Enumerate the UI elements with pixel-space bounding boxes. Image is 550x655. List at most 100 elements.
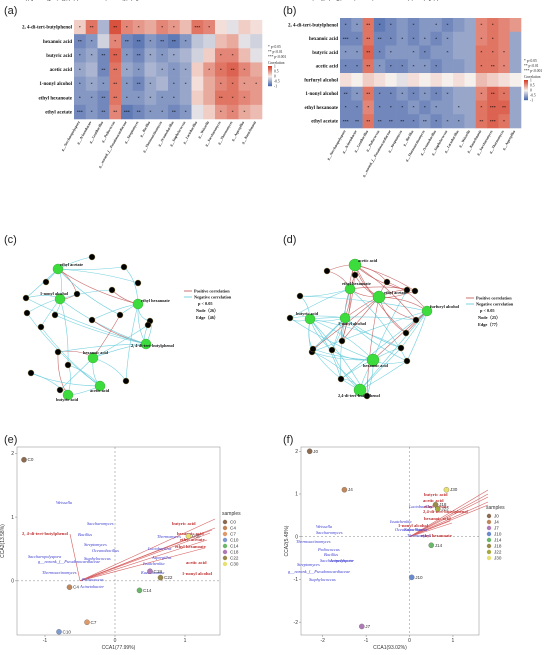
heatmap-b-sig-mark: **	[491, 91, 495, 96]
heatmap-a-sig-mark: ***	[124, 110, 130, 115]
heatmap-a-cell	[74, 48, 87, 63]
genus-label: Thermomyces	[407, 533, 431, 538]
heatmap-a-sig-mark: **	[231, 67, 235, 72]
heatmap-b-cell	[509, 31, 522, 46]
samples-legend-label: J14	[494, 538, 502, 543]
heatmap-a-cell	[156, 104, 169, 120]
samples-legend-swatch	[486, 549, 492, 555]
compound-arrow-label: butyric acid	[424, 492, 448, 497]
heatmap-b-cell	[396, 100, 409, 115]
legend-colorbar-segment	[268, 75, 272, 77]
heatmap-a-sig-mark: **	[137, 110, 141, 115]
legend-colorbar-segment	[268, 72, 272, 74]
heatmap-a-sig-mark: **	[137, 53, 141, 58]
x-tick-label: -2	[320, 638, 325, 644]
compound-node-label: hexanoic acid	[83, 350, 109, 355]
heatmap-b-cell	[419, 45, 431, 60]
legend-colorbar-tick: -1	[274, 85, 277, 89]
heatmap-a-cell	[109, 62, 122, 77]
heatmap-a-sig-mark: *	[79, 25, 81, 30]
compound-node	[344, 283, 356, 295]
legend-colorbar-tick: 0	[530, 89, 532, 93]
heatmap-a-sig-mark: **	[101, 96, 105, 101]
genus-label: Kazachstania	[403, 527, 427, 532]
heatmap-a-cell	[179, 48, 192, 63]
heatmap-b-sig-mark: *	[356, 36, 358, 41]
compound-arrow-label: ethyl hexanoate	[175, 544, 206, 549]
heatmap-b-sig-mark: *	[480, 64, 482, 69]
legend-colorbar-tick: 0.5	[530, 84, 535, 88]
compound-node	[421, 305, 433, 317]
genus-node-label: Acinetobacter	[134, 0, 158, 1]
heatmap-b-sig-mark: *	[480, 23, 482, 28]
heatmap-a-cell	[215, 76, 228, 92]
heatmap-a-cell	[132, 20, 145, 35]
genus-label: Pediococcus	[81, 577, 104, 582]
panel-label-b: (b)	[283, 5, 296, 17]
heatmap-a-sig-mark: *	[79, 96, 81, 101]
heatmap-a-cell	[121, 90, 134, 106]
compound-node-label: hexanoic acid	[363, 363, 389, 368]
compound-arrow	[79, 547, 206, 582]
genus-node-label: Thermoactinomyces	[347, 0, 380, 1]
heatmap-b-sig-mark: **	[491, 64, 495, 69]
compound-node	[372, 290, 386, 304]
legend-colorbar-tick: -1	[530, 99, 533, 103]
genus-label: Weissella	[56, 500, 72, 505]
heatmap-b: 2, 4-di-tert-butylphenol hexanoic acid but…	[288, 18, 542, 179]
heatmap-a-cell	[238, 34, 251, 49]
heatmap-b-cell	[441, 86, 454, 101]
heatmap-b-cell	[475, 86, 488, 101]
heatmap-b-sig-mark: **	[389, 119, 393, 124]
heatmap-a-cell	[191, 34, 204, 49]
legend-colorbar-tick: -0.5	[530, 94, 536, 98]
heatmap-b-sig-mark: *	[503, 50, 505, 55]
heatmap-a-cell	[179, 76, 192, 92]
heatmap-b-sig-mark: *	[413, 119, 415, 124]
positive-edge	[57, 268, 139, 305]
genus-node	[403, 286, 411, 294]
heatmap-b-cell	[351, 59, 363, 74]
sample-point-label: C4	[73, 585, 79, 590]
negative-edge	[59, 298, 147, 345]
network-d: Streptomyces Lactobacillus Bacillus Weissel…	[285, 0, 514, 400]
heatmap-a-sig-mark: *	[126, 67, 128, 72]
legend-negative-text: Negative correlation	[194, 295, 232, 300]
heatmap-b-cell	[498, 114, 510, 129]
heatmap-a-sig-mark: *	[173, 96, 175, 101]
legend-colorbar-tick: 1	[274, 65, 276, 69]
heatmap-b-cell	[407, 45, 420, 60]
genus-label: Streptomyces	[297, 562, 320, 567]
negative-edge	[57, 266, 125, 270]
legend-colorbar-tick: 0	[274, 75, 276, 79]
heatmap-b-sig-mark: *	[435, 105, 437, 110]
panel-label-c: (c)	[4, 234, 17, 246]
heatmap-b-cell	[407, 100, 420, 115]
heatmap-a-sig-mark: *	[185, 67, 187, 72]
genus-node-label: Kazachstania	[73, 0, 96, 1]
sample-point-label: J4	[348, 487, 353, 492]
samples-legend-swatch	[222, 531, 228, 537]
heatmap-a-cell	[156, 90, 169, 106]
heatmap-a-cell	[203, 48, 216, 63]
negative-edge	[340, 317, 346, 380]
legend-corr-title: Correlation	[524, 75, 541, 79]
heatmap-b-cell	[464, 100, 477, 115]
genus-node	[54, 348, 62, 356]
heatmap-a-row-label: acetic acid	[50, 68, 73, 73]
sample-point-label: J0	[313, 449, 318, 454]
compound-node-label: furfuryl alcohol	[430, 304, 460, 309]
heatmap-a-cell	[215, 20, 228, 35]
heatmap-a-cell	[132, 76, 145, 92]
heatmap-b-sig-mark: *	[503, 91, 505, 96]
x-tick-label: -1	[43, 638, 48, 644]
heatmap-b-row-label: acetic acid	[316, 65, 339, 70]
heatmap-a-sig-mark: **	[125, 39, 129, 44]
legend-colorbar-segment	[524, 84, 528, 86]
heatmap-b-cell	[373, 100, 386, 115]
heatmap-a-cell	[250, 90, 263, 106]
heatmap-b-cell	[453, 86, 465, 101]
legend-colorbar-segment	[268, 79, 272, 81]
genus-node	[411, 287, 419, 295]
